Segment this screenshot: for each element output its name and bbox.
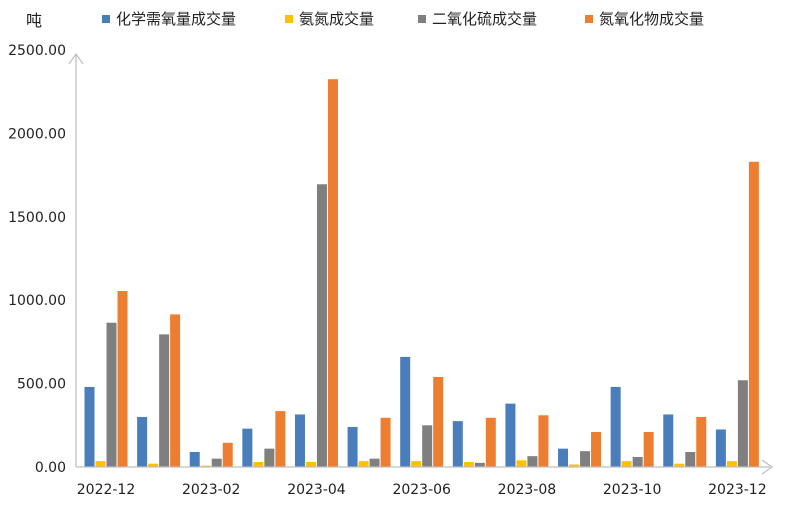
- bar-2-2023-08: [516, 460, 527, 467]
- bar-3-2022-12: [106, 322, 117, 467]
- bar-2-2023-07: [463, 462, 474, 467]
- bar-2-2023-03: [253, 462, 264, 467]
- bar-2-2023-10: [621, 461, 632, 467]
- bar-3-2023-08: [527, 456, 538, 467]
- bar-4-2023-08: [538, 415, 549, 467]
- bar-1-2023-06: [400, 356, 411, 467]
- bar-1-2023-08: [505, 403, 516, 467]
- bar-2-2023-12: [726, 461, 737, 467]
- y-axis-arrow: [68, 52, 84, 65]
- bar-2-2022-12: [95, 461, 106, 467]
- bar-1-2023-03: [242, 428, 253, 467]
- bar-1-2023-11: [663, 414, 674, 467]
- bar-4-2023-03: [275, 411, 286, 467]
- x-tick-label: 2023-02: [182, 482, 241, 498]
- bar-3-2023-09: [580, 451, 591, 467]
- bar-2-2023-01: [148, 463, 159, 467]
- bar-3-2023-02: [211, 458, 222, 467]
- x-tick-label: 2023-10: [603, 482, 662, 498]
- bar-1-2023-01: [137, 416, 148, 467]
- bar-3-2023-11: [685, 451, 696, 467]
- legend-swatch: [102, 15, 110, 23]
- bar-2-2023-05: [358, 461, 369, 467]
- legend-label: 氨氮成交量: [299, 10, 374, 28]
- bar-3-2023-04: [316, 184, 327, 467]
- legend-swatch: [585, 15, 593, 23]
- y-tick-label: 1000.00: [8, 293, 66, 309]
- bar-3-2023-12: [737, 380, 748, 467]
- bar-1-2023-02: [189, 451, 200, 467]
- bar-2-2023-06: [411, 461, 422, 467]
- x-tick-label: 2023-04: [287, 482, 346, 498]
- legend-swatch: [285, 15, 293, 23]
- x-tick-label: 2023-08: [498, 482, 557, 498]
- bar-1-2022-12: [84, 386, 95, 467]
- bar-4-2023-04: [327, 79, 338, 467]
- y-tick-label: 500.00: [17, 377, 66, 393]
- bar-4-2023-02: [222, 442, 233, 467]
- bar-2-2023-09: [569, 464, 580, 467]
- x-tick-label: 2023-06: [392, 482, 451, 498]
- x-axis-arrow: [761, 459, 774, 475]
- legend-swatch: [418, 15, 426, 23]
- bar-3-2023-03: [264, 448, 275, 467]
- y-unit-label: 吨: [26, 11, 42, 30]
- bars: [84, 79, 759, 467]
- bar-4-2022-12: [117, 291, 128, 467]
- bar-1-2023-12: [715, 429, 726, 467]
- bar-1-2023-05: [347, 426, 358, 467]
- y-axis-ticks: 0.00 500.00 1000.00 1500.00 2000.00 2500.00: [8, 43, 66, 476]
- bar-2-2023-04: [305, 462, 316, 467]
- bar-1-2023-04: [294, 414, 305, 467]
- legend-label: 氮氧化物成交量: [599, 10, 704, 28]
- bar-2-2023-02: [200, 465, 211, 467]
- legend-label: 化学需氧量成交量: [116, 10, 236, 28]
- bar-1-2023-10: [610, 386, 621, 467]
- bar-4-2023-06: [433, 376, 444, 467]
- bar-4-2023-09: [591, 431, 602, 467]
- bar-2-2023-11: [674, 463, 685, 467]
- legend-label: 二氧化硫成交量: [432, 10, 537, 28]
- y-tick-label: 1500.00: [8, 210, 66, 226]
- bar-4-2023-01: [170, 314, 181, 467]
- bar-1-2023-07: [452, 421, 463, 467]
- x-tick-label: 2023-12: [708, 482, 767, 498]
- bar-4-2023-07: [485, 417, 496, 467]
- legend: 化学需氧量成交量 氨氮成交量 二氧化硫成交量 氮氧化物成交量: [102, 10, 704, 28]
- bar-4-2023-10: [643, 431, 654, 467]
- bar-4-2023-05: [380, 417, 391, 467]
- bar-3-2023-05: [369, 458, 380, 467]
- bar-1-2023-09: [558, 448, 569, 467]
- bar-3-2023-10: [632, 456, 643, 467]
- x-axis-ticks: 2022-12 2023-02 2023-04 2023-06 2023-08 2023-…: [77, 482, 767, 498]
- bar-3-2023-07: [474, 462, 485, 467]
- bar-4-2023-11: [696, 416, 707, 467]
- bar-3-2023-06: [422, 425, 433, 467]
- y-tick-label: 2500.00: [8, 43, 66, 59]
- y-tick-label: 0.00: [35, 460, 66, 476]
- bar-4-2023-12: [748, 161, 759, 467]
- y-tick-label: 2000.00: [8, 126, 66, 142]
- bar-3-2023-01: [159, 334, 170, 467]
- x-tick-label: 2022-12: [77, 482, 136, 498]
